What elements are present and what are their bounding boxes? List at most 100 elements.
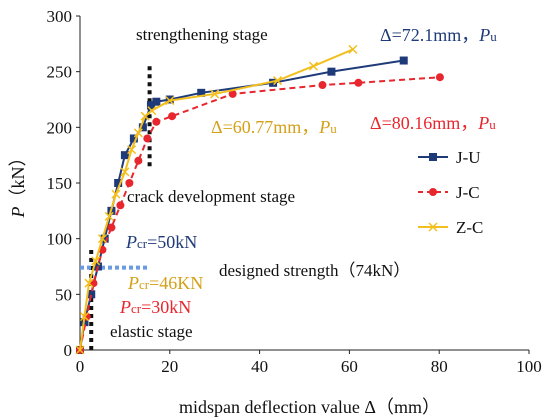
data-point [428,222,438,232]
data-point [165,95,174,104]
annotation-prefix: Δ=60.77mm， [211,117,319,137]
data-point [354,78,363,87]
data-point [125,179,134,187]
annotation-subscript: u [490,29,497,44]
annotation-suffix: =50kN [147,232,197,252]
legend-item-j-u: J-U [418,148,481,167]
data-point [129,134,138,143]
data-point [134,156,143,165]
annotation-subscript: cr [131,301,142,316]
annotation-var: P [478,25,490,45]
data-point [228,89,237,98]
x-tick-label: 20 [161,357,178,376]
data-point [100,234,109,243]
data-point [152,97,161,106]
annotation-prefix: Δ=80.16mm， [370,113,478,133]
annotation-ju_pcr: Pcr=50kN [125,232,197,252]
annotation-prefix: Δ=72.1mm， [380,25,479,45]
annotation-zc_pcr: Pcr=46KN [127,273,203,293]
x-tick-label: 0 [76,357,85,376]
legend-label: Z-C [456,218,483,237]
annotation-var: P [318,117,330,137]
data-point [152,117,161,126]
data-point [429,188,437,196]
legend-item-z-c: Z-C [418,218,483,237]
axes: 0 20 40 60 80 100 0 50 100 150 200 250 300 midspan de… [8,7,542,417]
data-point [165,96,175,106]
data-point [318,81,327,90]
legend-label: J-U [456,148,481,167]
data-point [348,44,358,54]
y-tick-label: 100 [47,230,73,249]
x-tick-label: 40 [251,357,268,376]
y-tick-label: 50 [55,285,72,304]
y-axis-label: P（kN） [8,149,28,219]
data-point [210,89,220,99]
x-axis-label: midspan deflection value Δ（mm） [179,397,440,417]
data-point [197,88,206,97]
data-point [120,151,129,160]
data-point [91,256,101,266]
y-axis-label-var: P [8,207,28,219]
annotation-subscript: cr [137,236,148,251]
annotation-jc_pu: Δ=80.16mm，Pu [370,113,496,133]
y-axis-label-unit: （kN） [8,149,28,207]
annotation-strengthening: strengthening stage [136,25,268,44]
annotation-subscript: u [489,117,496,132]
plot-area [75,44,444,355]
data-point [269,78,278,87]
data-point [327,67,336,76]
annotation-ju_pu: Δ=72.1mm，Pu [380,25,497,45]
data-point [168,112,177,121]
data-point [87,290,96,299]
y-tick-label: 0 [64,341,73,360]
data-point [75,345,85,355]
annotation-var: P [125,232,137,252]
data-point [97,234,107,244]
annotation-subscript: cr [139,277,150,292]
data-point [127,145,137,155]
data-point [107,223,116,232]
reference-lines [80,66,152,350]
legend-label: J-C [456,183,480,202]
annotation-var: P [127,273,139,293]
data-point [138,123,147,132]
x-tick-label: 80 [431,357,448,376]
x-tick-label: 60 [341,357,358,376]
data-point [114,179,123,187]
data-point [120,167,130,177]
annotation-suffix: =30kN [141,297,191,317]
series-line [79,76,440,351]
y-tick-label: 150 [47,174,73,193]
data-point [111,189,121,199]
annotation-var: P [119,297,131,317]
annotation-zc_pu: Δ=60.77mm，Pu [211,117,337,137]
series-z-c [75,44,358,355]
legend-item-j-c: J-C [418,183,480,202]
annotation-var: P [477,113,489,133]
data-point [104,211,114,221]
legend: J-U J-C Z-C [418,148,483,237]
annotations: strengthening stage crack development sta… [110,25,497,341]
data-point [143,134,152,143]
data-point [308,61,319,71]
data-point [146,101,155,110]
annotation-designed: designed strength（74kN） [219,261,410,280]
annotation-suffix: =46KN [149,273,203,293]
data-point [399,56,408,65]
data-point [429,153,437,161]
annotation-elastic: elastic stage [110,322,193,341]
y-tick-label: 300 [47,7,73,26]
data-point [435,73,444,82]
data-point [147,106,157,116]
annotation-subscript: u [330,121,337,136]
data-point [140,111,150,121]
x-tick-label: 100 [516,357,542,376]
annotation-crack: crack development stage [127,187,295,206]
y-tick-label: 200 [47,118,73,137]
data-point [273,76,283,86]
y-tick-label: 250 [47,63,73,82]
data-point [84,278,94,288]
data-point [116,201,125,210]
